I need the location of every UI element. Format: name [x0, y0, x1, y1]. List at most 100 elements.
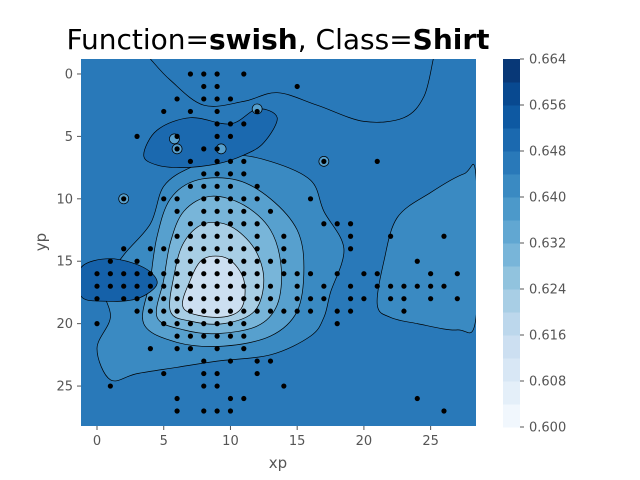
data-point	[187, 183, 194, 189]
data-point	[174, 333, 180, 339]
data-point	[347, 233, 354, 239]
data-point	[334, 221, 340, 227]
data-point	[174, 283, 180, 289]
data-point	[201, 333, 207, 339]
data-point	[227, 333, 234, 339]
x-tick-label: 10	[222, 434, 239, 449]
y-tick-label: 20	[56, 317, 73, 332]
data-point	[267, 258, 274, 264]
data-point	[121, 246, 127, 252]
data-point	[254, 358, 260, 364]
data-point	[241, 196, 247, 202]
x-axis-ticks: 0 5 10 15 20 25	[93, 426, 439, 449]
x-axis-label: xp	[269, 454, 287, 472]
data-point	[214, 283, 220, 289]
data-point	[187, 258, 194, 264]
data-point	[454, 271, 460, 277]
data-point	[227, 408, 234, 414]
data-point	[174, 321, 180, 327]
data-point	[307, 271, 314, 277]
data-point	[94, 296, 100, 302]
data-point	[214, 233, 220, 239]
data-point	[241, 271, 247, 277]
data-point	[347, 246, 354, 252]
data-point	[387, 283, 394, 289]
data-point	[107, 271, 113, 277]
data-point	[361, 271, 367, 277]
data-point	[227, 196, 234, 202]
data-point	[281, 308, 287, 314]
data-point	[161, 271, 167, 277]
colorbar-band	[503, 243, 520, 267]
data-point	[321, 158, 327, 164]
colorbar-tick-label: 0.648	[529, 145, 566, 160]
colorbar-tick-label: 0.632	[529, 237, 566, 252]
data-point	[214, 146, 220, 152]
x-tick-label: 5	[160, 434, 168, 449]
data-point	[227, 96, 234, 102]
colorbar-band	[503, 266, 520, 290]
data-point	[294, 283, 300, 289]
colorbar-band	[503, 358, 520, 382]
y-tick-label: 0	[65, 67, 73, 82]
data-point	[267, 296, 274, 302]
colorbar-tick-label: 0.624	[529, 283, 566, 298]
data-point	[187, 158, 194, 164]
data-point	[201, 296, 207, 302]
data-point	[214, 308, 220, 314]
data-point	[214, 370, 220, 377]
data-point	[227, 183, 234, 189]
title-class-prefix: , Class=	[298, 23, 413, 56]
data-point	[201, 283, 207, 289]
data-point	[147, 296, 153, 302]
colorbar-band	[503, 105, 520, 129]
colorbar-tick-label: 0.656	[529, 99, 566, 114]
data-point	[428, 271, 434, 277]
colorbar-band	[503, 335, 520, 359]
data-point	[254, 258, 260, 264]
x-tick-label: 0	[93, 434, 101, 449]
data-point	[214, 208, 220, 214]
data-point	[281, 258, 287, 264]
data-point	[201, 321, 207, 327]
colorbar-band	[503, 220, 520, 244]
data-point	[334, 308, 340, 314]
data-point	[107, 283, 113, 289]
data-point	[214, 158, 220, 164]
colorbar-band	[503, 381, 520, 405]
data-point	[294, 296, 300, 302]
data-point	[187, 233, 194, 239]
data-point	[241, 283, 247, 289]
data-point	[201, 183, 207, 189]
colorbar-tick-label: 0.600	[529, 421, 566, 436]
data-point	[227, 395, 234, 402]
data-point	[161, 370, 167, 377]
data-point	[121, 271, 127, 277]
data-point	[201, 83, 207, 90]
data-point	[227, 321, 234, 327]
data-point	[174, 296, 180, 302]
data-point	[441, 408, 447, 414]
data-point	[294, 83, 300, 90]
data-point	[201, 233, 207, 239]
contour-region-7	[81, 258, 158, 302]
data-point	[174, 271, 180, 277]
data-point	[241, 71, 247, 77]
data-point	[267, 283, 274, 289]
data-point	[214, 271, 220, 277]
data-point	[241, 246, 247, 252]
colorbar-band	[503, 82, 520, 106]
data-point	[187, 308, 194, 314]
data-point	[241, 171, 247, 177]
colorbar-band	[503, 174, 520, 198]
data-point	[214, 108, 220, 115]
title-class-value: Shirt	[413, 23, 490, 56]
data-point	[201, 96, 207, 102]
data-point	[241, 221, 247, 227]
data-point	[147, 246, 153, 252]
data-point	[307, 196, 314, 202]
data-point	[94, 283, 100, 289]
data-point	[134, 296, 140, 302]
y-axis-ticks: 0 5 10 15 20 25	[56, 67, 81, 395]
